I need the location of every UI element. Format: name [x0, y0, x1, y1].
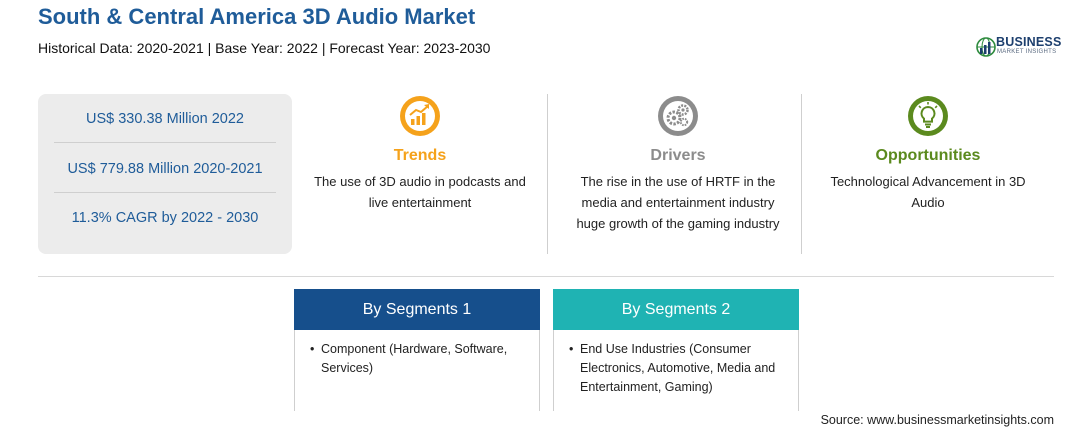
drivers-description: The rise in the use of HRTF in the media…: [576, 174, 780, 231]
opportunities-heading: Opportunities: [875, 147, 981, 164]
market-stats-panel: US$ 330.38 Million 2022 US$ 779.88 Milli…: [38, 94, 292, 254]
feature-opportunities: Opportunities Technological Advancement …: [803, 94, 1053, 213]
stat-divider: [54, 192, 276, 193]
column-divider: [547, 94, 548, 254]
source-citation: Source: www.businessmarketinsights.com: [820, 413, 1054, 427]
segment-1-body: • Component (Hardware, Software, Service…: [294, 330, 540, 411]
trends-description: The use of 3D audio in podcasts and live…: [314, 174, 526, 210]
trends-heading: Trends: [393, 147, 447, 164]
section-divider: [38, 276, 1054, 277]
gears-icon: [658, 96, 698, 136]
segment-2-heading: By Segments 2: [553, 289, 799, 330]
segment-1-heading: By Segments 1: [294, 289, 540, 330]
page-subtitle: Historical Data: 2020-2021 | Base Year: …: [38, 40, 491, 56]
feature-trends: Trends The use of 3D audio in podcasts a…: [295, 94, 545, 213]
segment-card-2: By Segments 2 • End Use Industries (Cons…: [553, 289, 799, 411]
logo-wordmark: BUSINESS: [996, 35, 1062, 49]
segment-card-1: By Segments 1 • Component (Hardware, Sof…: [294, 289, 540, 411]
segment-1-item-text: Component (Hardware, Software, Services): [321, 342, 508, 375]
list-item: • End Use Industries (Consumer Electroni…: [569, 340, 784, 397]
column-divider: [801, 94, 802, 254]
stat-market-value-2022: US$ 330.38 Million 2022: [86, 111, 244, 127]
globe-chart-icon: [976, 37, 996, 57]
feature-drivers: Drivers The rise in the use of HRTF in t…: [553, 94, 803, 234]
opportunities-description: Technological Advancement in 3D Audio: [830, 174, 1026, 210]
stat-market-value-historical: US$ 779.88 Million 2020-2021: [67, 161, 263, 177]
drivers-heading: Drivers: [650, 147, 706, 164]
logo-tagline: MARKET INSIGHTS: [997, 49, 1057, 55]
trend-chart-icon: [400, 96, 440, 136]
segment-2-item-text: End Use Industries (Consumer Electronics…: [580, 342, 776, 394]
segment-2-body: • End Use Industries (Consumer Electroni…: [553, 330, 799, 411]
lightbulb-icon: [908, 96, 948, 136]
stat-divider: [54, 142, 276, 143]
page-title: South & Central America 3D Audio Market: [38, 4, 476, 29]
brand-logo: BUSINESS MARKET INSIGHTS: [975, 34, 1062, 60]
list-item: • Component (Hardware, Software, Service…: [310, 340, 525, 378]
stat-cagr: 11.3% CAGR by 2022 - 2030: [71, 210, 259, 226]
